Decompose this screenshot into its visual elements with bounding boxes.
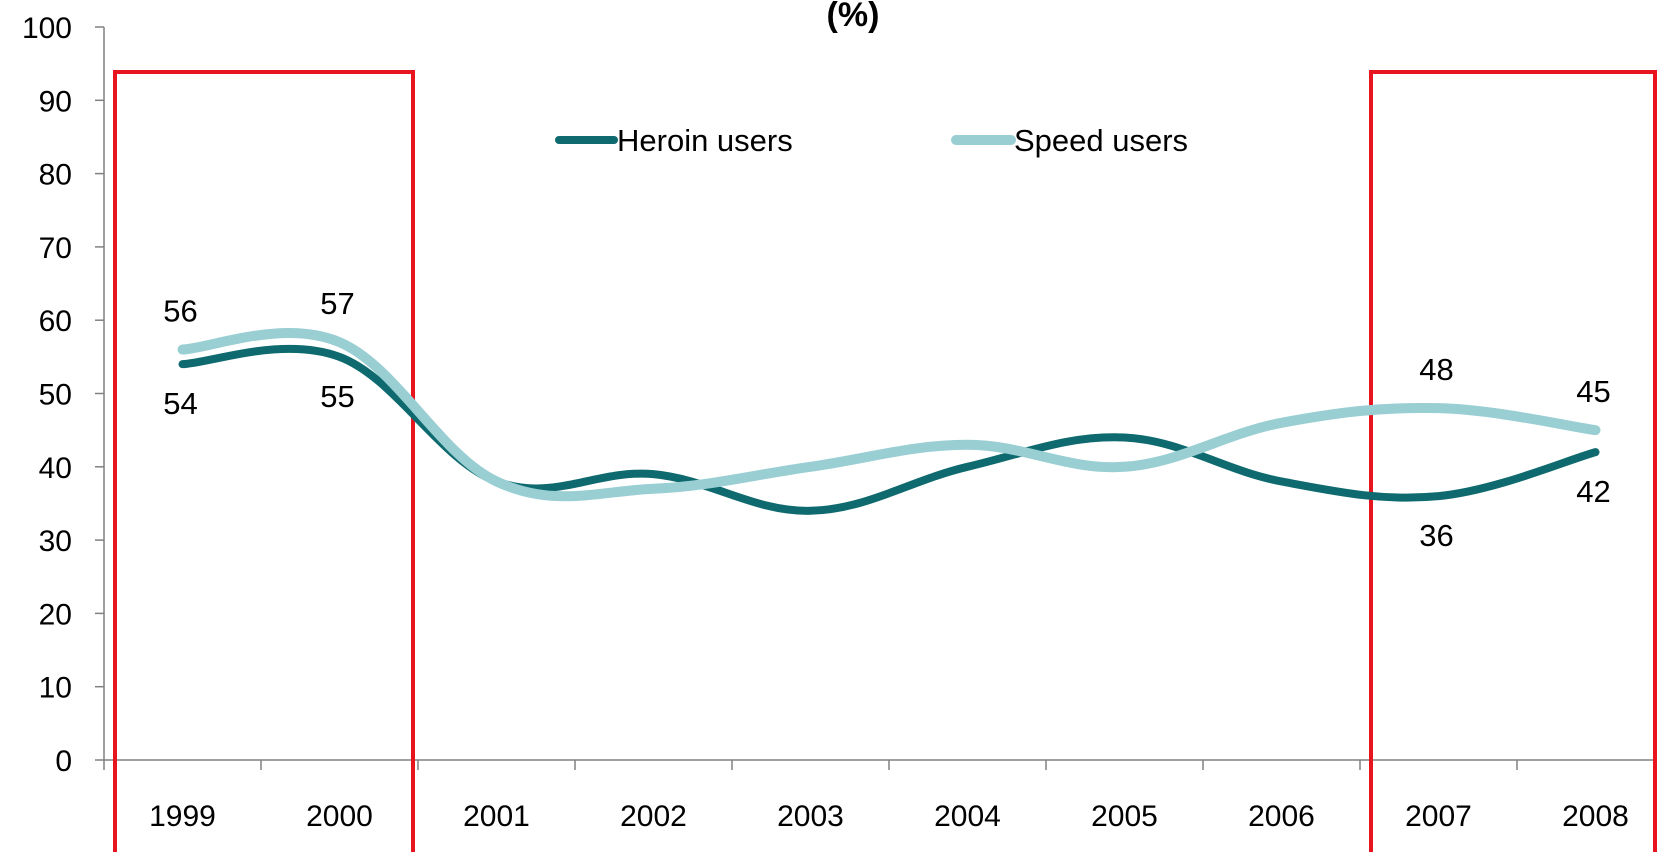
data-label: 56 [163, 294, 197, 329]
x-tick-label: 2003 [777, 800, 844, 833]
x-tick-label: 2002 [620, 800, 687, 833]
data-label: 36 [1419, 518, 1453, 553]
data-label: 42 [1576, 474, 1610, 509]
axes: 0 10 20 30 40 50 60 70 80 90 100 1999 2000 2001 2002 20… [22, 12, 1657, 833]
y-tick-label: 20 [39, 598, 72, 631]
y-tick-label: 0 [55, 745, 72, 778]
y-tick-label: 40 [39, 452, 72, 485]
highlight-box [113, 70, 415, 852]
legend-label: Heroin users [617, 123, 793, 158]
data-label: 48 [1419, 352, 1453, 387]
data-label: 57 [320, 286, 354, 321]
x-tick-label: 2001 [463, 800, 530, 833]
data-labels: 54 55 36 42 56 57 48 45 [163, 286, 1610, 553]
highlight-boxes [113, 70, 1657, 852]
y-tick-label: 80 [39, 159, 72, 192]
highlight-box [1369, 70, 1657, 852]
x-tick-label: 2007 [1405, 800, 1472, 833]
data-label: 55 [320, 379, 354, 414]
y-tick-label: 70 [39, 232, 72, 265]
y-tick-label: 90 [39, 85, 72, 118]
x-tick-label: 2006 [1248, 800, 1315, 833]
x-tick-label: 2004 [934, 800, 1001, 833]
x-tick-label: 2005 [1091, 800, 1158, 833]
x-tick-label: 2008 [1562, 800, 1629, 833]
series-line-heroin-users [178, 344, 1600, 515]
y-tick-label: 60 [39, 305, 72, 338]
chart-title: (%) [827, 0, 880, 34]
x-tick-label: 2000 [306, 800, 373, 833]
legend-label: Speed users [1014, 123, 1188, 158]
y-tick-label: 100 [22, 12, 72, 45]
series-lines [177, 328, 1601, 515]
y-tick-label: 30 [39, 525, 72, 558]
legend: Heroin users Speed users [555, 123, 1188, 158]
data-label: 45 [1576, 374, 1610, 409]
data-label: 54 [163, 386, 197, 421]
x-tick-label: 1999 [149, 800, 216, 833]
y-tick-label: 10 [39, 672, 72, 705]
y-tick-label: 50 [39, 379, 72, 412]
series-line-speed-users [177, 328, 1601, 502]
